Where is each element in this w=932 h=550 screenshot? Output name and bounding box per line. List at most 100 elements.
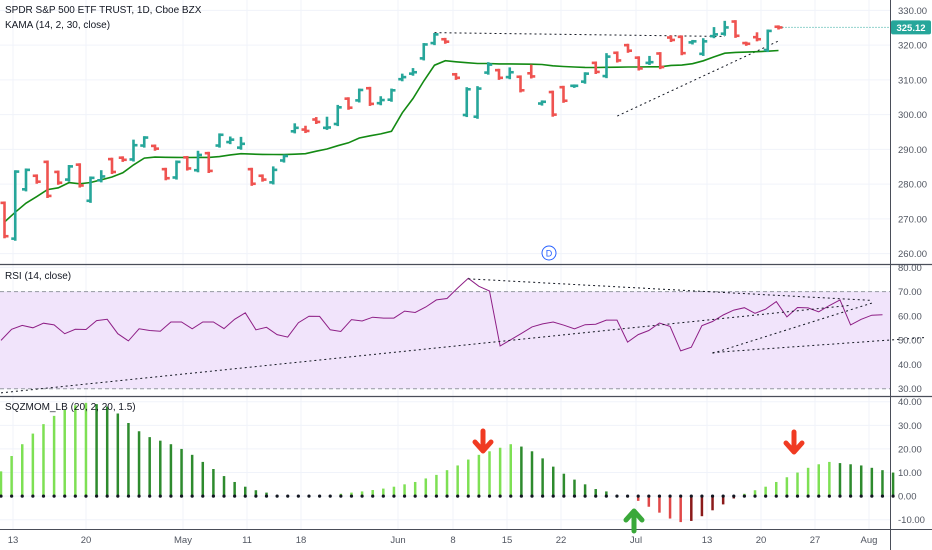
sqzmom-axis-label: 20.00 bbox=[898, 444, 922, 455]
squeeze-dot bbox=[679, 494, 683, 498]
squeeze-dot bbox=[668, 494, 672, 498]
ohlc-bar-down bbox=[527, 64, 536, 79]
time-axis-label: Jul bbox=[630, 535, 642, 546]
squeeze-dot bbox=[243, 494, 247, 498]
last-price-badge bbox=[891, 20, 931, 35]
squeeze-dot bbox=[254, 494, 258, 498]
squeeze-dot bbox=[158, 494, 162, 498]
rsi-trendlines bbox=[0, 278, 925, 394]
squeeze-dot bbox=[806, 494, 810, 498]
last-price-value: 325.12 bbox=[896, 23, 925, 34]
squeeze-dot bbox=[20, 494, 24, 498]
squeeze-dot bbox=[73, 494, 77, 498]
ohlc-bar-down bbox=[613, 51, 622, 63]
ohlc-bar-up bbox=[280, 154, 288, 163]
squeeze-dot bbox=[94, 494, 99, 498]
ohlc-bar-down bbox=[301, 125, 310, 134]
sqzmom-label[interactable]: SQZMOM_LB (20, 2, 20, 1.5) bbox=[5, 402, 136, 413]
ohlc-bar-up bbox=[505, 67, 514, 80]
squeeze-dot bbox=[456, 494, 460, 498]
ohlc-bar-up bbox=[97, 170, 106, 183]
squeeze-dot bbox=[339, 494, 343, 498]
squeeze-dot bbox=[148, 494, 152, 498]
squeeze-dot bbox=[63, 494, 67, 498]
kama-label[interactable]: KAMA (14, 2, 30, close) bbox=[5, 20, 111, 31]
ohlc-bar-up bbox=[226, 136, 235, 145]
time-axis-label: 22 bbox=[556, 535, 567, 546]
ohlc-bar-up bbox=[215, 133, 224, 148]
squeeze-dot bbox=[870, 494, 874, 498]
sqzmom-axis-label: 10.00 bbox=[898, 468, 922, 479]
ohlc-bar-up bbox=[699, 38, 708, 56]
ohlc-bar-down bbox=[32, 174, 41, 184]
time-axis-label: Aug bbox=[861, 535, 878, 546]
squeeze-dot bbox=[296, 494, 300, 498]
ohlc-bar-down bbox=[151, 144, 159, 151]
ohlc-bar-up bbox=[710, 27, 718, 39]
ohlc-bar-up bbox=[269, 166, 278, 185]
squeeze-dot bbox=[0, 494, 3, 498]
squeeze-dot bbox=[434, 494, 439, 498]
ohlc-bar-down bbox=[677, 35, 686, 56]
ohlc-bar-down bbox=[667, 35, 675, 43]
ohlc-bar-down bbox=[742, 41, 751, 46]
event-marker-label: D bbox=[546, 249, 553, 259]
squeeze-dot bbox=[551, 494, 555, 498]
event-marker-icon bbox=[541, 245, 557, 261]
rsi-trendline bbox=[712, 337, 925, 354]
ohlc-bar-down bbox=[43, 160, 52, 198]
ohlc-bar-down bbox=[312, 117, 321, 125]
rsi-axis-label: 70.00 bbox=[898, 287, 922, 298]
squeeze-dot bbox=[466, 494, 470, 498]
rsi-axis-label: 50.00 bbox=[898, 336, 922, 347]
squeeze-dot bbox=[31, 494, 35, 498]
ohlc-bar-down bbox=[258, 174, 267, 182]
squeeze-dot bbox=[477, 494, 481, 498]
ohlc-bar-down bbox=[559, 85, 568, 103]
squeeze-dot bbox=[41, 494, 46, 498]
rsi-axis-label: 80.00 bbox=[898, 263, 922, 274]
ohlc-bar-down bbox=[656, 52, 665, 70]
ohlc-bar-up bbox=[538, 100, 546, 106]
squeeze-dot bbox=[445, 494, 449, 498]
ohlc-bar-up bbox=[22, 168, 30, 192]
squeeze-dot bbox=[413, 494, 417, 498]
time-axis-label: 27 bbox=[810, 535, 821, 546]
squeeze-dot bbox=[562, 494, 566, 498]
ohlc-bar-down bbox=[516, 75, 525, 93]
ohlc-bar-up bbox=[355, 88, 364, 103]
squeeze-dot bbox=[615, 494, 619, 498]
ohlc-bar-down bbox=[591, 61, 600, 74]
price-axis-label: 280.00 bbox=[898, 180, 927, 191]
ohlc-bar-down bbox=[54, 170, 63, 185]
squeeze-dot bbox=[52, 494, 56, 498]
squeeze-dot bbox=[817, 494, 821, 498]
squeeze-dot bbox=[328, 494, 332, 498]
rsi-axis-label: 40.00 bbox=[898, 360, 922, 371]
squeeze-dot bbox=[785, 494, 789, 498]
squeeze-dot bbox=[625, 494, 630, 498]
kama-line bbox=[3, 49, 779, 223]
ohlc-bar-up bbox=[129, 139, 138, 162]
time-axis-label: 11 bbox=[242, 535, 252, 546]
squeeze-dot bbox=[732, 494, 736, 498]
rsi-label[interactable]: RSI (14, close) bbox=[5, 271, 72, 282]
squeeze-dot bbox=[201, 494, 205, 498]
squeeze-dot bbox=[604, 494, 608, 498]
ohlc-bar-up bbox=[473, 86, 482, 119]
squeeze-dot bbox=[402, 494, 407, 498]
ohlc-bar-up bbox=[398, 73, 407, 82]
price-axis-label: 320.00 bbox=[898, 41, 927, 52]
price-axis-label: 330.00 bbox=[898, 6, 927, 17]
squeeze-dot bbox=[530, 494, 534, 498]
time-axis-label: May bbox=[174, 535, 192, 546]
squeeze-dot bbox=[179, 494, 184, 498]
sqzmom-histogram bbox=[0, 402, 895, 523]
ohlc-bar-up bbox=[290, 123, 299, 134]
squeeze-dot bbox=[594, 494, 598, 498]
squeeze-dot bbox=[880, 494, 885, 498]
ohlc-bar-up bbox=[602, 53, 611, 79]
squeeze-dot bbox=[137, 494, 141, 498]
symbol-title[interactable]: SPDR S&P 500 ETF TRUST, 1D, Cboe BZX bbox=[5, 5, 202, 16]
